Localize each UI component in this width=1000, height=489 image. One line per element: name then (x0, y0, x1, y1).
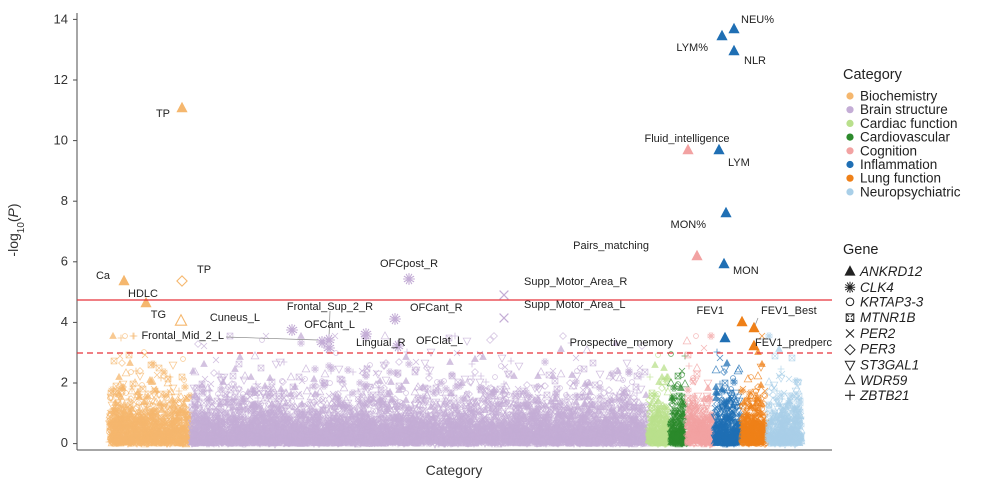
svg-text:OFClat_L: OFClat_L (416, 335, 463, 347)
svg-text:ST3GAL1: ST3GAL1 (860, 358, 919, 373)
svg-text:Frontal_Sup_2_R: Frontal_Sup_2_R (287, 301, 373, 313)
svg-text:HDLC: HDLC (128, 288, 158, 300)
svg-text:TP: TP (156, 108, 170, 120)
svg-text:12: 12 (54, 72, 68, 87)
svg-text:Pairs_matching: Pairs_matching (573, 240, 649, 252)
svg-text:Neuropsychiatric: Neuropsychiatric (860, 184, 961, 199)
svg-text:MON%: MON% (671, 219, 707, 231)
svg-text:PER2: PER2 (860, 326, 896, 341)
svg-text:-log10(P): -log10(P) (5, 203, 27, 256)
svg-text:Ca: Ca (96, 270, 111, 282)
svg-text:4: 4 (61, 314, 68, 329)
svg-text:FEV1: FEV1 (696, 305, 724, 317)
svg-text:CLK4: CLK4 (860, 280, 894, 295)
svg-text:LYM: LYM (728, 157, 750, 169)
svg-text:Category: Category (843, 67, 903, 83)
svg-text:FEV1_predperc: FEV1_predperc (755, 337, 833, 349)
svg-text:PER3: PER3 (860, 342, 896, 357)
svg-text:Cuneus_L: Cuneus_L (210, 312, 260, 324)
svg-text:MTNR1B: MTNR1B (860, 310, 916, 325)
svg-text:LYM%: LYM% (676, 42, 708, 54)
svg-text:KRTAP3-3: KRTAP3-3 (860, 295, 924, 310)
svg-text:Fluid_intelligence: Fluid_intelligence (645, 133, 730, 145)
svg-text:Frontal_Mid_2_L: Frontal_Mid_2_L (141, 330, 224, 342)
svg-text:10: 10 (54, 133, 68, 148)
svg-text:Category: Category (426, 462, 483, 478)
svg-text:TG: TG (151, 309, 166, 321)
svg-text:WDR59: WDR59 (860, 373, 908, 388)
svg-text:0: 0 (61, 435, 68, 450)
svg-text:Supp_Motor_Area_R: Supp_Motor_Area_R (524, 276, 627, 288)
svg-text:ZBTB21: ZBTB21 (859, 388, 910, 403)
svg-text:OFCpost_R: OFCpost_R (380, 258, 438, 270)
svg-text:14: 14 (54, 12, 68, 27)
svg-text:TP: TP (197, 264, 211, 276)
svg-text:Gene: Gene (843, 242, 878, 258)
svg-text:2: 2 (61, 375, 68, 390)
svg-text:FEV1_Best: FEV1_Best (761, 305, 817, 317)
svg-text:ANKRD12: ANKRD12 (859, 264, 923, 279)
svg-text:OFCant_R: OFCant_R (410, 302, 463, 314)
svg-text:MON: MON (733, 265, 759, 277)
svg-text:6: 6 (61, 254, 68, 269)
svg-text:NEU%: NEU% (741, 14, 774, 26)
svg-text:OFCant_L: OFCant_L (304, 319, 355, 331)
svg-text:Supp_Motor_Area_L: Supp_Motor_Area_L (524, 299, 626, 311)
svg-text:NLR: NLR (744, 55, 766, 67)
svg-text:8: 8 (61, 193, 68, 208)
svg-text:Prospective_memory: Prospective_memory (570, 337, 674, 349)
svg-text:Lingual_R: Lingual_R (356, 337, 406, 349)
